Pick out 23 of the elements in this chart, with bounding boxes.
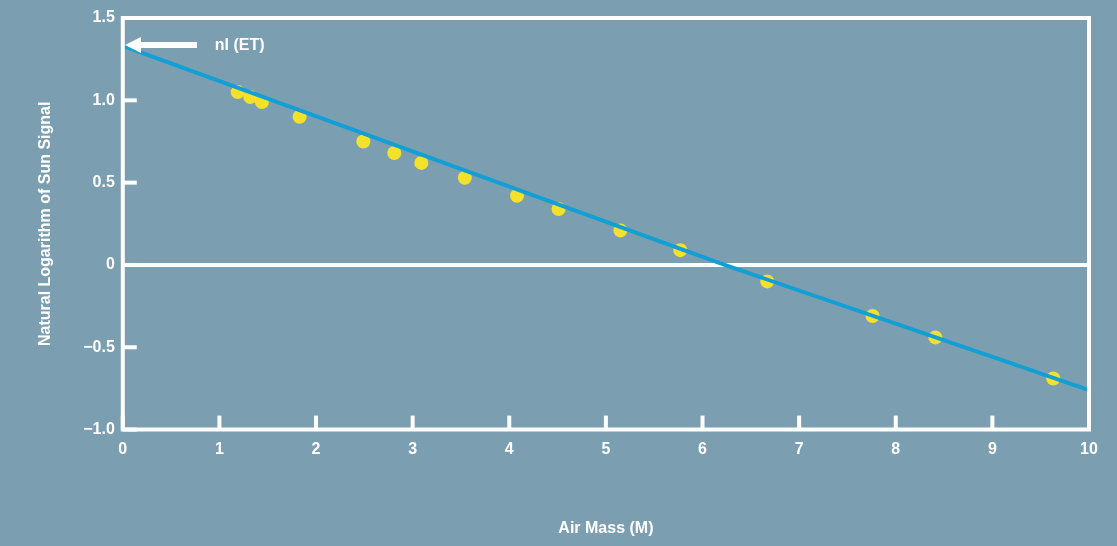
y-tick-label: 1.5 [92, 8, 115, 26]
y-tick-label: −1.0 [83, 420, 115, 438]
x-tick-label: 7 [794, 439, 804, 457]
x-axis-title: Air Mass (M) [558, 518, 654, 536]
x-tick-label: 6 [698, 439, 708, 457]
y-tick-label: −0.5 [83, 337, 115, 355]
y-tick-label: 0 [105, 255, 115, 273]
x-tick-label: 10 [1080, 439, 1098, 457]
y-axis-title: Natural Logarithm of Sun Signal [36, 101, 54, 347]
x-tick-label: 9 [987, 439, 997, 457]
y-tick-label: 0.5 [92, 173, 115, 191]
x-tick-label: 5 [601, 439, 611, 457]
point [356, 134, 371, 149]
x-tick-label: 2 [311, 439, 321, 457]
point [387, 146, 402, 161]
x-tick-label: 1 [214, 439, 224, 457]
point [414, 155, 429, 170]
x-tick-label: 0 [118, 439, 128, 457]
x-tick-label: 8 [891, 439, 901, 457]
x-tick-label: 4 [504, 439, 514, 457]
annotation: nl (ET) [214, 36, 265, 54]
x-tick-label: 3 [408, 439, 418, 457]
y-tick-label: 1.0 [92, 90, 115, 108]
